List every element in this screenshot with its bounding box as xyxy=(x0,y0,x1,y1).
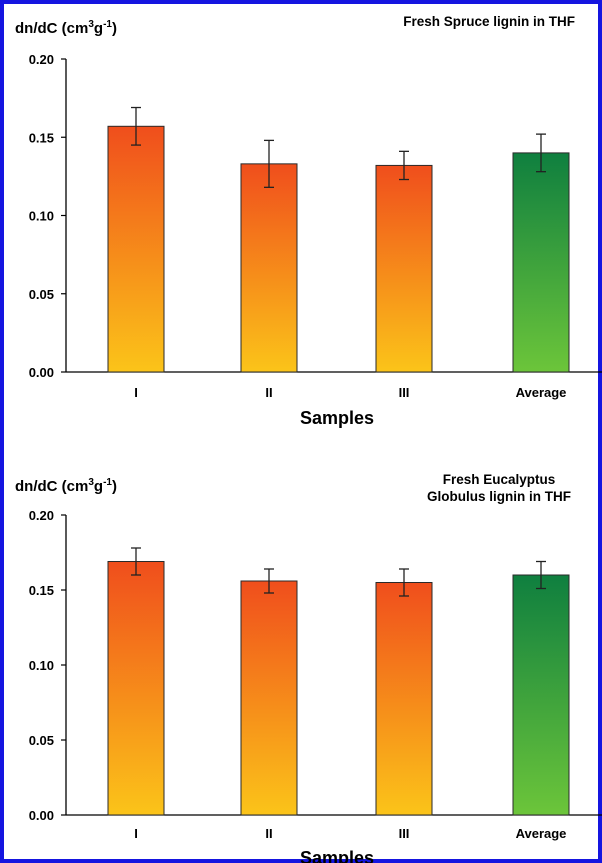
y-tick-label: 0.20 xyxy=(29,508,54,523)
y-tick-label: 0.15 xyxy=(29,583,54,598)
bar-ii xyxy=(240,580,298,816)
y-tick-label: 0.15 xyxy=(29,130,54,145)
x-axis-label-1: Samples xyxy=(300,408,374,428)
x-tick-label: Average xyxy=(516,826,567,841)
x-tick-label: III xyxy=(399,385,410,400)
x-tick-label: II xyxy=(265,385,272,400)
bar-i xyxy=(107,125,165,373)
bar-average xyxy=(512,152,570,373)
x-tick-label: I xyxy=(134,826,138,841)
y-tick-label: 0.05 xyxy=(29,733,54,748)
bar-iii xyxy=(375,164,433,373)
plot-area-1: 0.000.050.100.150.20I II III Average xyxy=(29,52,602,400)
y-tick-label: 0.10 xyxy=(29,658,54,673)
bar-average xyxy=(512,574,570,816)
y-axis-label-1: dn/dC (cm3g-1) xyxy=(15,19,117,37)
x-tick-label: II xyxy=(265,826,272,841)
x-tick-label: Average xyxy=(516,385,567,400)
chart-title-2-line-2: Globulus lignin in THF xyxy=(427,489,571,504)
x-tick-label: III xyxy=(399,826,410,841)
y-tick-label: 0.00 xyxy=(29,808,54,823)
y-tick-label: 0.10 xyxy=(29,209,54,224)
y-tick-label: 0.20 xyxy=(29,52,54,67)
y-tick-label: 0.05 xyxy=(29,287,54,302)
bar-i xyxy=(107,561,165,816)
bar-ii xyxy=(240,163,298,373)
y-axis-label-2: dn/dC (cm3g-1) xyxy=(15,477,117,495)
bar-iii xyxy=(375,582,433,816)
chart-title-1: Fresh Spruce lignin in THF xyxy=(403,14,575,29)
x-axis-label-2: Samples xyxy=(300,848,374,863)
x-tick-label: I xyxy=(134,385,138,400)
plot-area-2: 0.000.050.100.150.20I II III Average xyxy=(29,508,602,841)
y-tick-label: 0.00 xyxy=(29,365,54,380)
chart-title-2-line-1: Fresh Eucalyptus xyxy=(443,472,556,487)
